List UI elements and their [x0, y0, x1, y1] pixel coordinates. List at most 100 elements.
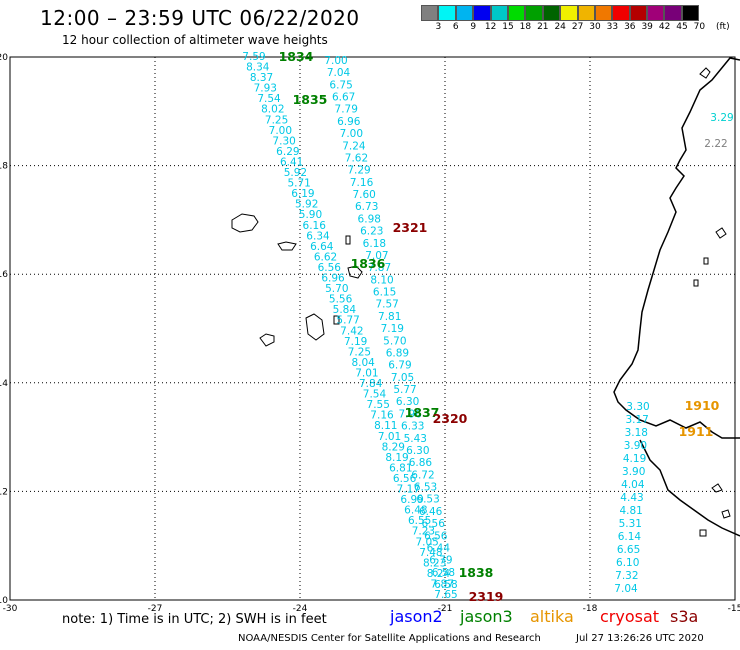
- track-b-value: 6.53: [416, 494, 439, 506]
- colorbar-label: 27: [571, 22, 584, 32]
- colorbar-label: 3: [435, 22, 442, 32]
- track-b-value: 7.16: [350, 177, 374, 189]
- track-a-value: 6.56: [393, 473, 417, 485]
- colorbar-swatch: [542, 5, 561, 21]
- track-a-value: 8.23: [423, 557, 446, 569]
- track-a-value: 7.00: [269, 125, 292, 137]
- track-b-value: 6.53: [414, 482, 437, 494]
- track-a-value: 7.01: [355, 367, 378, 379]
- track-a-value: 7.48: [419, 547, 442, 559]
- pass-label: 1837: [405, 405, 440, 420]
- island-boa-vista: [347, 265, 363, 279]
- track-b-value: 8.10: [370, 274, 393, 286]
- track-b-value: 7.96: [398, 408, 422, 420]
- colorbar-swatch: [647, 5, 665, 21]
- pass-label: 1834: [279, 49, 314, 64]
- track-b-value: 6.79: [429, 555, 452, 567]
- track-b-value: 7.81: [378, 311, 401, 323]
- colorbar-swatch: [507, 5, 526, 21]
- colorbar-label: 45: [676, 22, 688, 32]
- track-a-value: 6.55: [408, 515, 431, 527]
- track-b-value: 6.79: [388, 360, 411, 372]
- track-a-value: 8.29: [382, 441, 405, 453]
- track-a-value: 7.30: [272, 135, 295, 147]
- track-c-value: 7.32: [615, 570, 638, 582]
- island-tenerife: [277, 241, 297, 251]
- track-b-value: 6.75: [329, 79, 352, 91]
- island-fogo: [259, 333, 275, 347]
- map-frame: [9, 56, 736, 601]
- track-b-value: 6.44: [427, 542, 451, 554]
- track-b-value: 6.73: [355, 201, 378, 213]
- track-c-value: 3.90: [624, 440, 647, 452]
- track-c-value: 7.04: [614, 583, 638, 595]
- track-c-value: 4.04: [621, 479, 645, 491]
- coastal-value: 3.29: [710, 112, 733, 124]
- x-tick-label: -21: [438, 604, 453, 614]
- pass-label: 2319: [469, 589, 504, 604]
- track-b-value: 6.30: [406, 445, 429, 457]
- map-subtitle: 12 hour collection of altimeter wave hei…: [62, 33, 328, 47]
- pass-label: 1838: [459, 565, 494, 580]
- track-a-value: 6.16: [303, 220, 327, 232]
- pass-label: 1911: [679, 424, 714, 439]
- track-a-value: 7.55: [367, 399, 390, 411]
- track-b-value: 7.05: [391, 372, 414, 384]
- track-a-value: 7.65: [434, 589, 457, 601]
- generation-timestamp: Jul 27 13:26:26 UTC 2020: [576, 633, 704, 644]
- satellite-s3a: s3a: [670, 607, 699, 626]
- track-b-value: 6.58: [432, 567, 455, 579]
- track-b-value: 6.18: [363, 238, 386, 250]
- colorbar-label: 12: [484, 22, 497, 32]
- track-a-value: 8.37: [250, 72, 273, 84]
- track-b-value: 7.24: [342, 140, 366, 152]
- track-a-value: 8.34: [246, 62, 270, 74]
- colorbar-label: 21: [537, 22, 549, 32]
- track-b-value: 6.30: [396, 396, 419, 408]
- colorbar-swatch: [594, 5, 613, 21]
- y-tick-label: 12: [0, 487, 8, 497]
- wave-height-colorbar: [421, 5, 700, 21]
- island-small-a: [345, 235, 351, 245]
- track-b-value: 7.19: [381, 323, 404, 335]
- colorbar-swatch: [577, 5, 595, 21]
- track-b-value: 6.72: [411, 469, 434, 481]
- satellite-jason3: jason3: [460, 607, 513, 626]
- island-santiago: [305, 313, 325, 341]
- island-la-palma: [231, 213, 259, 233]
- colorbar-label: 6: [452, 22, 459, 32]
- track-a-value: 8.04: [351, 357, 375, 369]
- track-b-value: 5.77: [393, 384, 416, 396]
- y-tick-label: 10: [0, 596, 8, 606]
- x-tick-label: -18: [583, 604, 598, 614]
- track-a-value: 6.64: [310, 241, 334, 253]
- track-b-value: 7.07: [365, 250, 388, 262]
- track-a-value: 7.59: [242, 51, 265, 63]
- track-a-value: 7.54: [257, 93, 281, 105]
- colorbar-swatch: [455, 5, 474, 21]
- track-b-value: 6.56: [422, 518, 446, 530]
- coastal-islands: [693, 67, 731, 537]
- colorbar-label: 15: [502, 22, 514, 32]
- colorbar-swatch: [490, 5, 508, 21]
- track-b-value: 7.57: [375, 299, 398, 311]
- track-c-value: 6.14: [618, 531, 642, 543]
- y-tick-label: 20: [0, 53, 8, 63]
- track-b-value: 7.62: [345, 152, 368, 164]
- track-a-value: 7.01: [378, 431, 401, 443]
- colorbar-label: 70: [693, 22, 706, 32]
- track-a-value: 7.93: [254, 83, 277, 95]
- satellite-jason2: jason2: [390, 607, 443, 626]
- pass-label: 1836: [351, 256, 386, 271]
- satellite-cryosat: cryosat: [600, 607, 660, 626]
- track-b-value: 7.04: [327, 67, 351, 79]
- colorbar-swatch: [664, 5, 682, 21]
- track-b-value: 6.23: [360, 226, 383, 238]
- track-a-value: 6.99: [400, 494, 423, 506]
- island-brava: [333, 315, 340, 325]
- x-tick-label: -24: [293, 604, 308, 614]
- track-a-value: 6.96: [321, 273, 345, 285]
- colorbar-label: 9: [470, 22, 477, 32]
- coastal-value: 2.22: [704, 138, 727, 150]
- track-a-value: 7.54: [363, 389, 387, 401]
